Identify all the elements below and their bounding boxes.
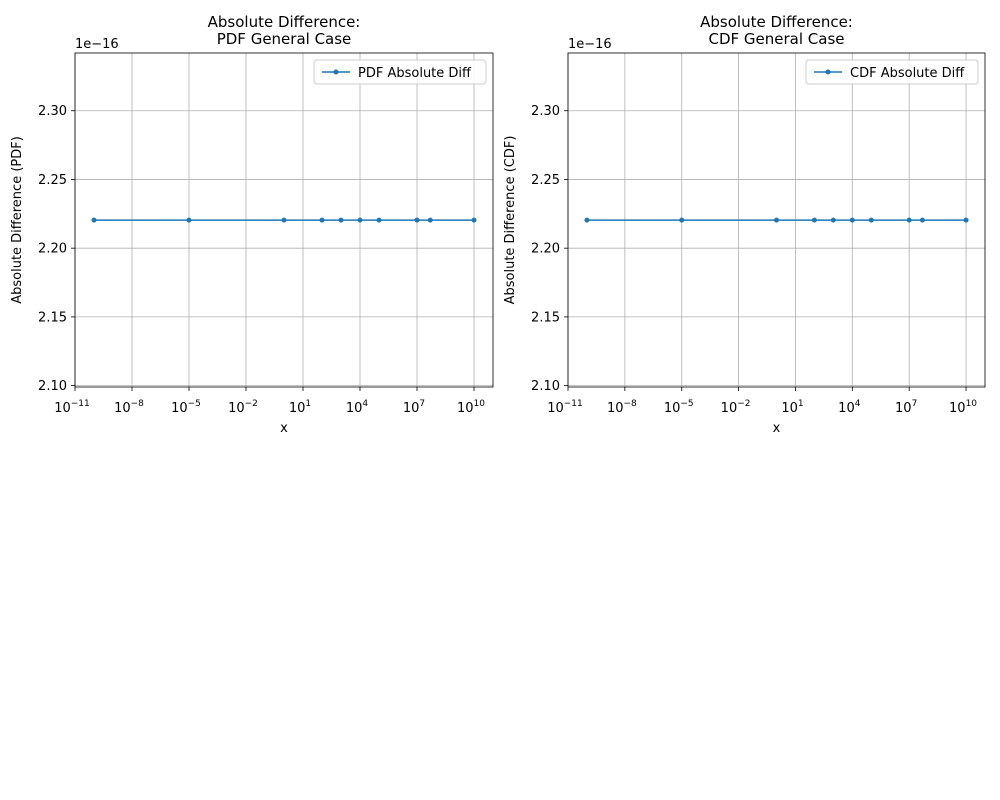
data-point — [919, 217, 925, 223]
y-tick-label: 2.10 — [531, 379, 560, 394]
legend: CDF Absolute Diff — [805, 59, 979, 85]
data-point — [91, 217, 97, 223]
y-axis-label: Absolute Difference (PDF) — [10, 136, 25, 304]
data-point — [849, 217, 855, 223]
data-point — [868, 217, 874, 223]
data-point — [811, 217, 817, 223]
x-tick-label: 101 — [289, 399, 311, 416]
data-point — [830, 217, 836, 223]
y-tick-label: 2.30 — [38, 104, 67, 119]
y-tick-label: 2.20 — [531, 242, 560, 257]
chart-title: Absolute Difference: — [700, 13, 853, 31]
legend: PDF Absolute Diff — [313, 59, 487, 85]
chart-panel-2: 10−11 10−8 10−5 10−2 101 104 107 1010 2.10 2.15 2.… — [503, 13, 986, 436]
y-tick-label: 2.10 — [38, 379, 67, 394]
x-tick-label: 1010 — [457, 399, 485, 416]
legend-box — [805, 59, 979, 85]
y-tick-label: 2.25 — [38, 173, 67, 188]
data-point — [338, 217, 344, 223]
chart-title: PDF General Case — [217, 30, 352, 48]
y-offset-label: 1e−16 — [568, 37, 612, 52]
x-axis-label: x — [773, 421, 781, 436]
x-tick-label: 10−2 — [228, 399, 258, 416]
x-tick-label: 101 — [781, 399, 803, 416]
x-tick-label: 10−11 — [547, 399, 583, 416]
x-tick-label: 1010 — [949, 399, 977, 416]
x-tick-label: 10−2 — [721, 399, 751, 416]
legend-label: PDF Absolute Diff — [358, 66, 472, 81]
data-point — [414, 217, 420, 223]
legend-box — [313, 59, 487, 85]
x-tick-label: 10−8 — [607, 399, 637, 416]
x-tick-label: 10−8 — [114, 399, 144, 416]
data-point — [186, 217, 192, 223]
data-point — [471, 217, 477, 223]
axes-frame — [567, 52, 986, 388]
chart-title: CDF General Case — [708, 30, 844, 48]
data-point — [906, 217, 912, 223]
data-point — [427, 217, 433, 223]
x-tick-label: 10−11 — [54, 399, 90, 416]
data-point — [281, 217, 287, 223]
x-tick-label: 107 — [403, 399, 425, 416]
x-tick-label: 104 — [346, 399, 369, 416]
data-point — [584, 217, 590, 223]
data-point — [679, 217, 685, 223]
y-offset-label: 1e−16 — [75, 37, 119, 52]
axes-frame — [74, 52, 494, 388]
y-tick-label: 2.25 — [531, 173, 560, 188]
x-tick-label: 10−5 — [664, 399, 694, 416]
x-axis-label: x — [280, 421, 288, 436]
data-point — [774, 217, 779, 223]
x-tick-label: 10−5 — [171, 399, 201, 416]
legend-label: CDF Absolute Diff — [850, 66, 965, 81]
x-tick-label: 104 — [838, 399, 861, 416]
y-axis-label: Absolute Difference (CDF) — [503, 136, 518, 305]
data-point — [319, 217, 325, 223]
y-tick-label: 2.15 — [38, 310, 67, 325]
x-tick-label: 107 — [895, 399, 917, 416]
data-point — [357, 217, 363, 223]
data-point — [376, 217, 382, 223]
legend-marker-swatch — [333, 69, 339, 75]
data-point — [963, 217, 969, 223]
y-tick-label: 2.15 — [531, 310, 560, 325]
y-tick-label: 2.20 — [38, 242, 67, 257]
chart-title: Absolute Difference: — [208, 13, 361, 31]
y-tick-label: 2.30 — [531, 104, 560, 119]
chart-panel-1: 10−11 10−8 10−5 10−2 101 104 107 1010 2.10 2.15 2.… — [10, 13, 494, 436]
legend-marker-swatch — [825, 69, 831, 75]
